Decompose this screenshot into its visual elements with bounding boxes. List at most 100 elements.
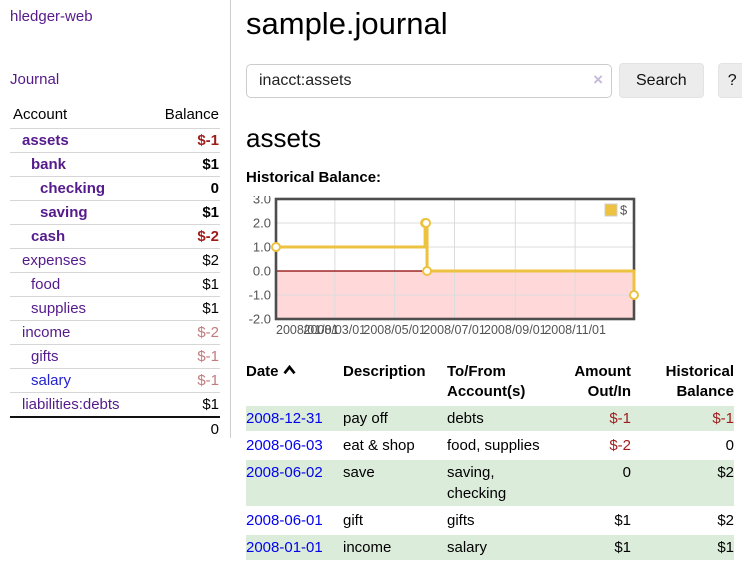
- account-balance: 0: [159, 176, 220, 201]
- search-button[interactable]: Search: [619, 63, 704, 98]
- transaction-accounts: food, supplies: [447, 437, 540, 454]
- svg-text:1.0: 1.0: [253, 240, 271, 255]
- transaction-amount: 0: [545, 460, 631, 506]
- svg-text:-1.0: -1.0: [249, 288, 271, 303]
- account-row: saving $1: [10, 200, 220, 225]
- account-row: assets $-1: [10, 128, 220, 153]
- accounts-column-header: To/From Account(s): [447, 363, 526, 400]
- transaction-accounts: salary: [447, 535, 545, 560]
- account-link[interactable]: salary: [31, 372, 72, 389]
- account-balance: $-2: [159, 224, 220, 249]
- svg-text:2.0: 2.0: [253, 216, 271, 231]
- svg-text:3.0: 3.0: [253, 196, 271, 207]
- account-row: salary $-1: [10, 368, 220, 393]
- account-balance: $1: [159, 152, 220, 177]
- help-button[interactable]: ?: [717, 63, 742, 98]
- account-row: liabilities:debts $1: [10, 392, 220, 417]
- accounts-header-row: Account Balance: [10, 103, 220, 129]
- sidebar: hledger-web Journal Account Balance asse…: [0, 0, 231, 441]
- register-header-row: Date Description To/From Account(s) Amou…: [246, 360, 734, 404]
- date-column-header: Date: [246, 360, 343, 404]
- account-row: expenses $2: [10, 248, 220, 273]
- sort-ascending-icon: [282, 364, 296, 375]
- account-link[interactable]: gifts: [31, 348, 59, 365]
- transaction-date-link[interactable]: 2008-06-03: [246, 437, 323, 454]
- historical-balance-column-header: Historical Balance: [665, 363, 734, 400]
- transaction-description: eat & shop: [343, 437, 415, 454]
- account-balance: $1: [159, 272, 220, 297]
- svg-text:2008/11/01: 2008/11/01: [544, 323, 606, 337]
- brand: hledger-web: [10, 8, 220, 25]
- account-link[interactable]: income: [22, 324, 71, 341]
- transaction-balance: $2: [717, 512, 734, 529]
- transaction-description: pay off: [343, 406, 447, 431]
- account-link[interactable]: liabilities:debts: [22, 396, 120, 413]
- account-column-header: Account: [13, 106, 68, 123]
- transaction-accounts: debts: [447, 406, 545, 431]
- transaction-row: 2008-06-02 save saving, checking 0 $2: [246, 460, 734, 506]
- transaction-description: gift: [343, 512, 364, 529]
- transaction-date-link[interactable]: 2008-01-01: [246, 539, 323, 556]
- account-row: checking 0: [10, 176, 220, 201]
- main-content: sample.journal × Search ? assets Histori…: [231, 0, 742, 562]
- transaction-amount: $-1: [545, 406, 631, 431]
- account-link[interactable]: checking: [40, 180, 106, 197]
- account-link[interactable]: saving: [40, 204, 88, 221]
- account-row: supplies $1: [10, 296, 220, 321]
- search-box: ×: [246, 63, 612, 98]
- transaction-balance: $1: [631, 535, 734, 560]
- transaction-accounts: gifts: [447, 512, 475, 529]
- brand-link[interactable]: hledger-web: [10, 8, 93, 25]
- journal-link[interactable]: Journal: [10, 71, 60, 88]
- chart-label: Historical Balance:: [246, 169, 382, 186]
- transaction-description: save: [343, 460, 447, 506]
- account-link[interactable]: food: [31, 276, 61, 293]
- svg-text:2008/05/01: 2008/05/01: [363, 323, 426, 337]
- account-balance: $2: [159, 248, 220, 273]
- transaction-row: 2008-06-03 eat & shop food, supplies $-2 0: [246, 433, 734, 458]
- transaction-date-link[interactable]: 2008-06-01: [246, 512, 323, 529]
- search-input[interactable]: [246, 63, 612, 98]
- svg-text:2008/03/01: 2008/03/01: [304, 323, 367, 337]
- account-row: cash $-2: [10, 224, 220, 249]
- transaction-balance: 0: [725, 437, 734, 454]
- account-heading: assets: [246, 123, 322, 153]
- svg-text:2008/07/01: 2008/07/01: [423, 323, 486, 337]
- transaction-amount: $1: [614, 512, 631, 529]
- transaction-description: income: [343, 535, 447, 560]
- transaction-balance: $-1: [631, 406, 734, 431]
- clear-search-icon[interactable]: ×: [593, 69, 603, 89]
- transaction-amount: $1: [545, 535, 631, 560]
- account-link[interactable]: supplies: [31, 300, 87, 317]
- app-layout: hledger-web Journal Account Balance asse…: [0, 0, 742, 562]
- account-link[interactable]: bank: [31, 156, 67, 173]
- amount-column-header: Amount Out/In: [574, 363, 631, 400]
- transaction-accounts: saving, checking: [447, 460, 545, 506]
- account-balance: $-1: [159, 128, 220, 153]
- transaction-row: 2008-06-01 gift gifts $1 $2: [246, 508, 734, 533]
- account-balance: $1: [159, 392, 220, 417]
- sidebar-item-journal: Journal: [10, 71, 220, 88]
- transaction-date-link[interactable]: 2008-12-31: [246, 410, 323, 427]
- account-balance: $-2: [159, 320, 220, 345]
- search-form: × Search ?: [246, 63, 742, 98]
- svg-text:-2.0: -2.0: [249, 312, 271, 327]
- accounts-total-value: 0: [159, 416, 220, 441]
- account-row: bank $1: [10, 152, 220, 177]
- account-balance: $1: [159, 200, 220, 225]
- svg-text:0.0: 0.0: [253, 264, 271, 279]
- svg-text:2008/01/01: 2008/01/01: [276, 323, 339, 337]
- account-link[interactable]: expenses: [22, 252, 87, 269]
- account-link[interactable]: assets: [22, 132, 69, 149]
- svg-text:$: $: [620, 203, 628, 218]
- account-link[interactable]: cash: [31, 228, 66, 245]
- transaction-row: 2008-12-31 pay off debts $-1 $-1: [246, 406, 734, 431]
- transaction-date-link[interactable]: 2008-06-02: [246, 464, 323, 481]
- transaction-balance: $2: [631, 460, 734, 506]
- account-balance: $-1: [159, 368, 220, 393]
- accounts-total-row: 0: [10, 416, 220, 441]
- account-balance: $1: [159, 296, 220, 321]
- balance-chart: 2008/01/01 2008/03/01 2008/05/01 2008/07/01…: [246, 192, 742, 342]
- svg-text:2008/09/01: 2008/09/01: [484, 323, 547, 337]
- account-balance: $-1: [159, 344, 220, 369]
